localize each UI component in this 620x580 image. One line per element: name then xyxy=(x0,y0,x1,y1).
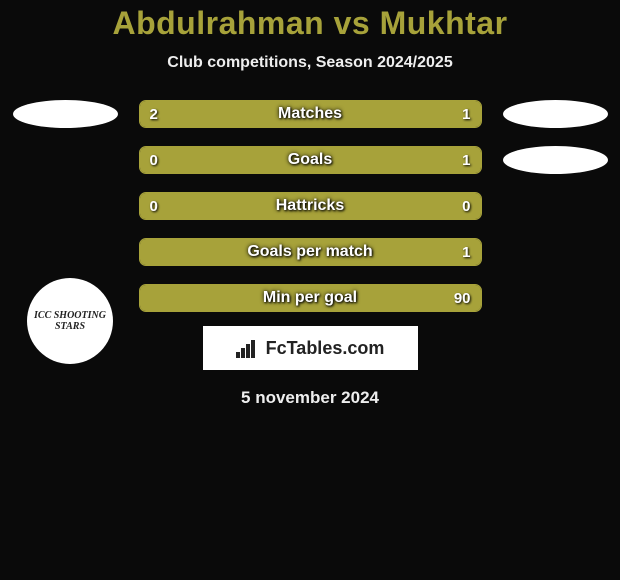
stat-label: Min per goal xyxy=(140,285,481,311)
player-badge-right-2 xyxy=(503,146,608,174)
stat-label: Goals per match xyxy=(140,239,481,265)
stat-bars-column: 21Matches 01Goals 00Hattricks 1Goals per ma… xyxy=(139,100,482,312)
stat-bar: 21Matches xyxy=(139,100,482,128)
branding-text: FcTables.com xyxy=(266,338,385,359)
branding-badge[interactable]: FcTables.com xyxy=(203,326,418,370)
stat-bar: 00Hattricks xyxy=(139,192,482,220)
stat-bar: 90Min per goal xyxy=(139,284,482,312)
stat-label: Matches xyxy=(140,101,481,127)
subtitle: Club competitions, Season 2024/2025 xyxy=(0,54,620,72)
page-title: Abdulrahman vs Mukhtar xyxy=(0,5,620,42)
date-text: 5 november 2024 xyxy=(0,388,620,408)
team-logo-left: ICC SHOOTING STARS xyxy=(27,278,113,364)
team-logo-text: ICC SHOOTING STARS xyxy=(27,310,113,332)
player-badge-left-1 xyxy=(13,100,118,128)
stat-label: Goals xyxy=(140,147,481,173)
stat-bar: 1Goals per match xyxy=(139,238,482,266)
stat-label: Hattricks xyxy=(140,193,481,219)
chart-icon xyxy=(236,338,260,358)
comparison-card: Abdulrahman vs Mukhtar Club competitions… xyxy=(0,0,620,408)
right-badges-col xyxy=(495,100,615,174)
left-badges-col xyxy=(5,100,125,128)
player-badge-right-1 xyxy=(503,100,608,128)
stat-bar: 01Goals xyxy=(139,146,482,174)
stats-section: ICC SHOOTING STARS 21Matches01Goals00Hat… xyxy=(0,100,620,312)
